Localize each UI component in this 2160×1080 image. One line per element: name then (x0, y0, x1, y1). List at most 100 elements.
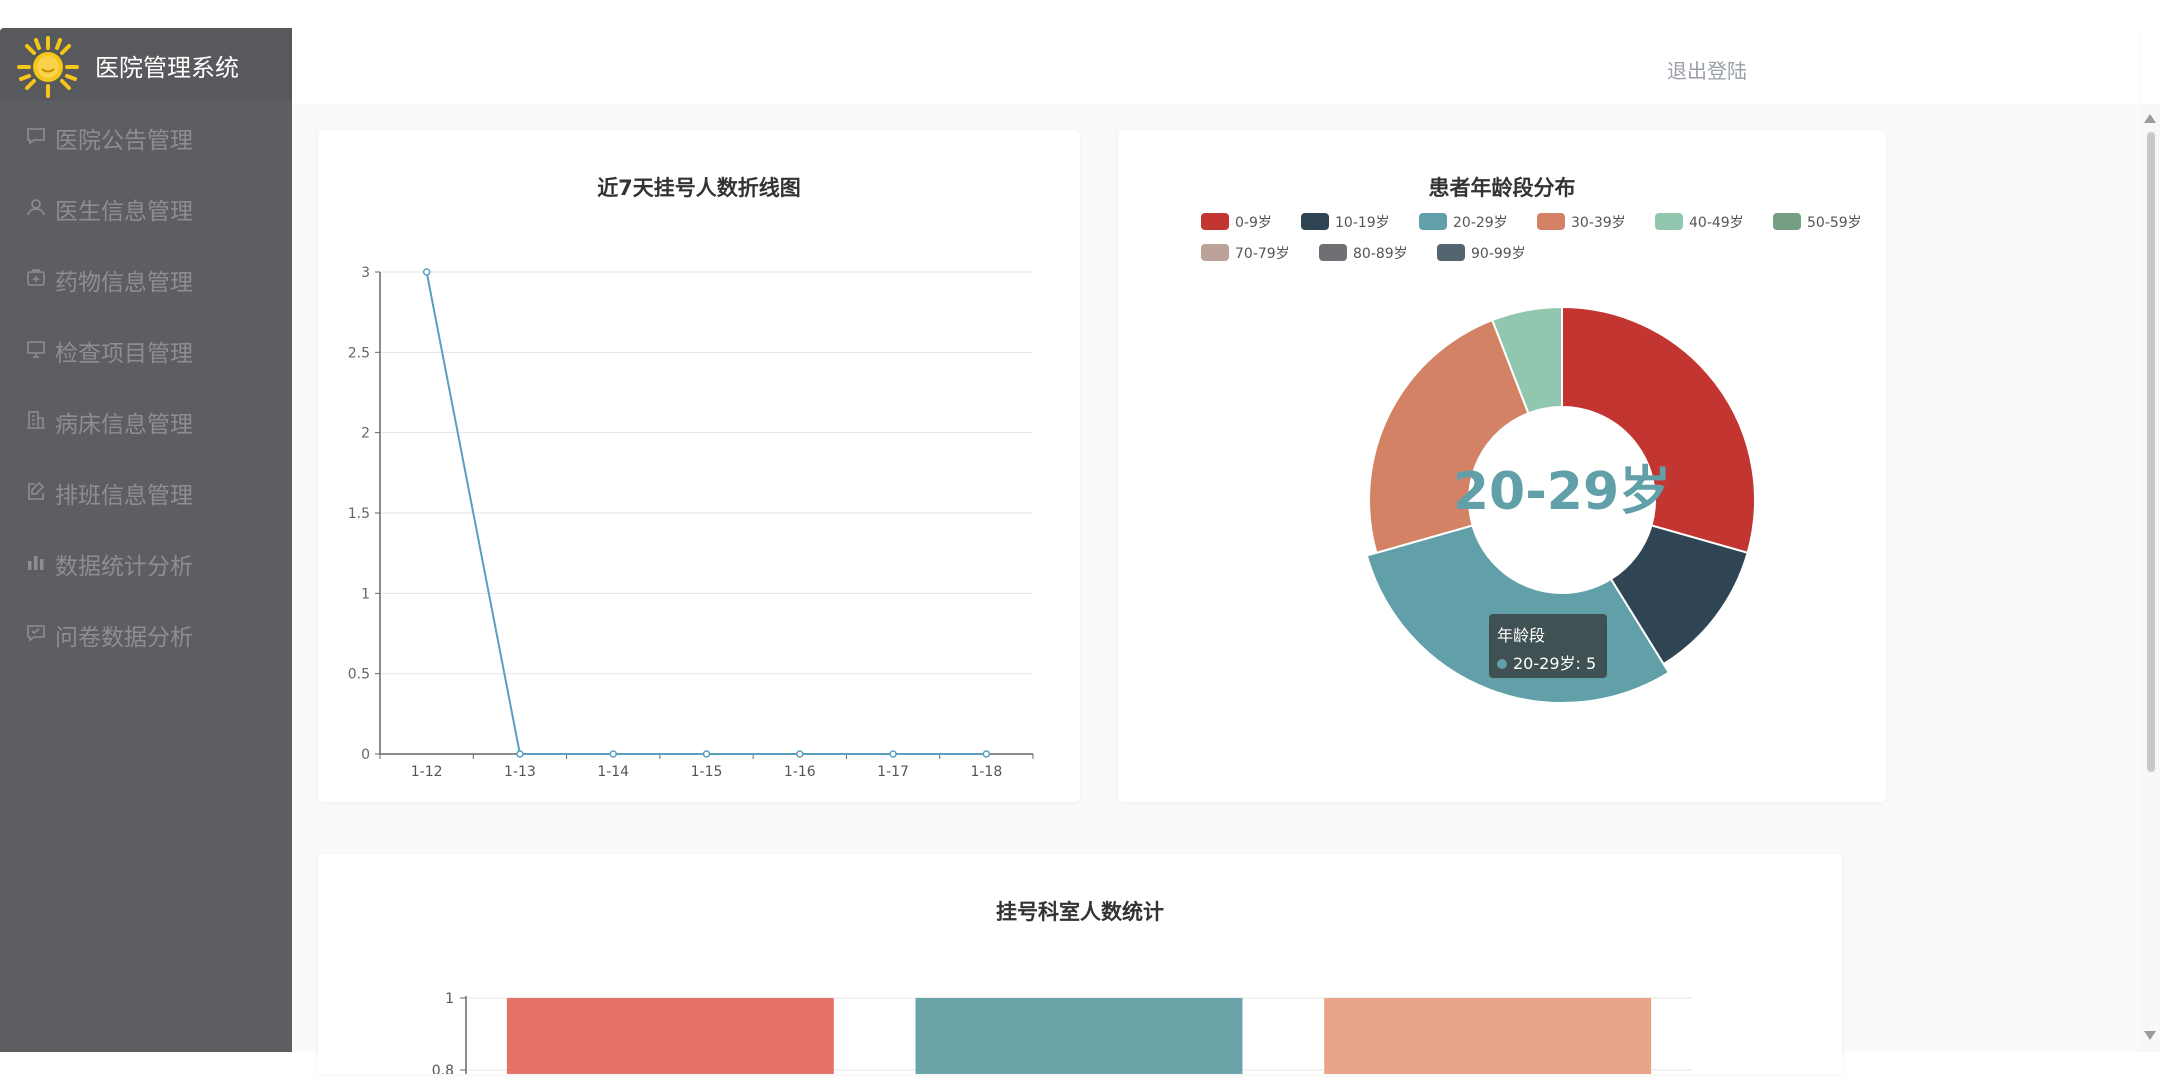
tooltip-sep: : (1575, 654, 1586, 673)
tooltip-series: 20-29岁 (1513, 654, 1576, 673)
x-tick-label: 1-14 (597, 764, 629, 780)
bar-chart-card: 挂号科室人数统计 1 0.8 (318, 854, 1842, 1074)
legend-item[interactable]: 0-9岁 (1201, 213, 1272, 231)
legend-swatch (1419, 213, 1447, 230)
sidebar-item-notice[interactable]: 医院公告管理 (0, 101, 292, 171)
medicine-box-icon (27, 269, 45, 286)
building-icon (27, 411, 45, 429)
sun-logo-icon (17, 36, 79, 98)
line-chart-card: 近7天挂号人数折线图 0 0.5 1 1.5 2 2.5 3 1-12 1-13 1-14 1-1… (318, 130, 1080, 802)
sidebar-item-label: 数据统计分析 (55, 554, 193, 580)
sidebar-item-schedule[interactable]: 排班信息管理 (0, 456, 292, 526)
tooltip-value: 5 (1585, 654, 1597, 673)
pie-chart-card: 患者年龄段分布 0-9岁 10-19岁 20-29岁 30-39岁 40-49岁 50-5… (1118, 130, 1886, 802)
bar-chart-icon (28, 556, 44, 570)
legend-item[interactable]: 50-59岁 (1773, 213, 1862, 231)
monitor-icon (27, 341, 45, 358)
bar-chart-title: 挂号科室人数统计 (996, 900, 1164, 924)
scrollbar-thumb[interactable] (2147, 132, 2155, 772)
bar-chart: 10.8 (432, 991, 1692, 1074)
y-tick-label: 1 (361, 586, 370, 602)
tooltip-row: 20-29岁: 5 (1497, 650, 1596, 674)
legend-label: 80-89岁 (1353, 246, 1408, 262)
line-point[interactable] (422, 268, 431, 276)
y-tick-label: 1.5 (348, 506, 370, 522)
sidebar-item-statistics[interactable]: 数据统计分析 (0, 527, 292, 597)
sidebar-item-doctor[interactable]: 医生信息管理 (0, 172, 292, 242)
legend-swatch (1437, 244, 1465, 261)
tooltip-title: 年龄段 (1497, 626, 1546, 645)
sidebar-item-label: 排班信息管理 (55, 483, 193, 509)
legend-label: 0-9岁 (1235, 215, 1272, 231)
bar[interactable] (1324, 998, 1652, 1074)
sidebar-item-label: 医院公告管理 (55, 128, 193, 154)
pie-tooltip: 年龄段 20-29岁: 5 (1489, 614, 1607, 678)
vertical-scrollbar[interactable] (2139, 104, 2160, 1052)
legend-swatch (1201, 244, 1229, 261)
sidebar-item-label: 病床信息管理 (55, 412, 193, 438)
legend-item[interactable]: 20-29岁 (1419, 213, 1508, 231)
legend-label: 30-39岁 (1571, 215, 1626, 231)
scroll-up-arrow-icon[interactable] (2144, 114, 2156, 123)
sidebar-item-label: 问卷数据分析 (55, 625, 193, 651)
legend-label: 50-59岁 (1807, 215, 1862, 231)
pie-chart: 0-9岁10-19岁20-29岁30-39岁40-49岁50-59岁60-69岁… (1201, 213, 1862, 704)
legend-item[interactable]: 70-79岁 (1201, 244, 1290, 262)
line-point[interactable] (982, 750, 991, 758)
pie-slice[interactable] (1490, 305, 1563, 415)
legend-item[interactable]: 90-99岁 (1437, 244, 1526, 262)
survey-icon (27, 625, 45, 642)
y-tick-label: 1 (445, 991, 454, 1007)
legend-item[interactable]: 80-89岁 (1319, 244, 1408, 262)
pie-slice[interactable] (1368, 318, 1530, 555)
legend-item[interactable]: 40-49岁 (1655, 213, 1744, 231)
edit-icon (28, 481, 45, 500)
line-chart: 0 0.5 1 1.5 2 2.5 3 1-12 1-13 1-14 1-15 1-16 1-17 1-… (348, 265, 1034, 780)
legend-label: 10-19岁 (1335, 215, 1390, 231)
sidebar-item-label: 医生信息管理 (55, 199, 193, 225)
x-tick-label: 1-16 (784, 764, 816, 780)
bar[interactable] (506, 998, 834, 1074)
x-tick-label: 1-13 (504, 764, 536, 780)
line-point[interactable] (889, 750, 897, 758)
pie-chart-title: 患者年龄段分布 (1428, 176, 1576, 200)
x-tick-label: 1-15 (691, 764, 723, 780)
scroll-down-arrow-icon[interactable] (2144, 1031, 2156, 1040)
legend-swatch (1301, 213, 1329, 230)
sidebar-item-medicine[interactable]: 药物信息管理 (0, 243, 292, 313)
top-header (292, 28, 2139, 104)
sidebar-item-label: 药物信息管理 (55, 270, 193, 296)
legend-label: 40-49岁 (1689, 215, 1744, 231)
line-point[interactable] (796, 750, 804, 758)
sidebar-item-bed[interactable]: 病床信息管理 (0, 385, 292, 455)
legend-swatch (1537, 213, 1565, 230)
legend-label: 70-79岁 (1235, 246, 1290, 262)
pie-center-label: 20-29岁 (1453, 462, 1671, 522)
app-title: 医院管理系统 (95, 54, 239, 82)
y-tick-label: 0.5 (348, 667, 370, 683)
legend-label: 20-29岁 (1453, 215, 1508, 231)
logout-link[interactable]: 退出登陆 (1667, 59, 1747, 83)
sidebar-item-exam[interactable]: 检查项目管理 (0, 314, 292, 384)
line-chart-title: 近7天挂号人数折线图 (597, 176, 801, 200)
sidebar-item-survey[interactable]: 问卷数据分析 (0, 598, 292, 668)
sidebar-item-label: 检查项目管理 (55, 341, 193, 367)
legend-swatch (1773, 213, 1801, 230)
pie-slice[interactable] (1561, 305, 1756, 555)
line-point[interactable] (702, 750, 711, 758)
x-tick-label: 1-17 (877, 764, 909, 780)
x-tick-label: 1-12 (411, 764, 443, 780)
line-point[interactable] (516, 750, 524, 758)
x-tick-label: 1-18 (970, 764, 1002, 780)
legend-item[interactable]: 30-39岁 (1537, 213, 1626, 231)
tooltip-dot (1497, 659, 1507, 669)
line-point[interactable] (609, 750, 617, 758)
legend-swatch (1655, 213, 1683, 230)
legend-item[interactable]: 10-19岁 (1301, 213, 1390, 231)
sidebar: 医院管理系统 医院公告管理 医生信息管理 药物信息管理 检查项目管理 病床信息管… (0, 28, 292, 1052)
legend-swatch (1201, 213, 1229, 230)
legend-label: 90-99岁 (1471, 246, 1526, 262)
bar[interactable] (915, 998, 1243, 1074)
y-tick-label: 0 (361, 747, 370, 763)
brand: 医院管理系统 (0, 28, 292, 101)
